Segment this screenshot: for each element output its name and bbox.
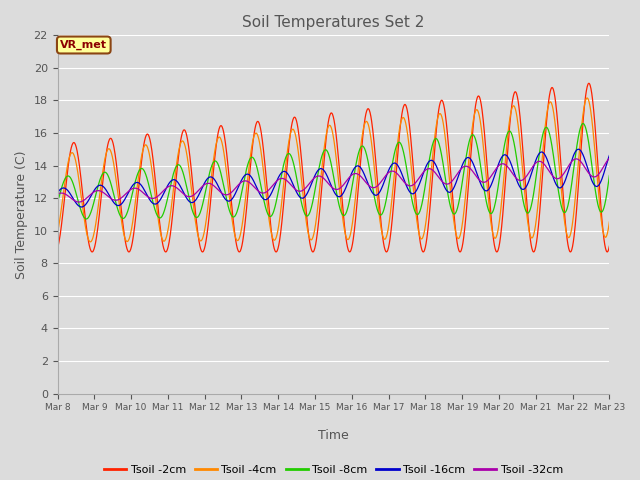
Legend: Tsoil -2cm, Tsoil -4cm, Tsoil -8cm, Tsoil -16cm, Tsoil -32cm: Tsoil -2cm, Tsoil -4cm, Tsoil -8cm, Tsoi… xyxy=(99,460,568,479)
Tsoil -4cm xyxy=(420,233,428,239)
Tsoil -4cm xyxy=(605,219,613,225)
Tsoil -4cm xyxy=(492,235,499,241)
Tsoil -16cm xyxy=(77,204,85,210)
Tsoil -8cm xyxy=(492,199,499,205)
Tsoil -16cm xyxy=(605,153,613,158)
Tsoil -2cm xyxy=(236,249,243,255)
Tsoil -8cm xyxy=(83,216,90,222)
Line: Tsoil -16cm: Tsoil -16cm xyxy=(58,149,609,207)
Tsoil -2cm xyxy=(605,243,613,249)
Line: Tsoil -32cm: Tsoil -32cm xyxy=(58,158,609,202)
Line: Tsoil -4cm: Tsoil -4cm xyxy=(58,98,609,242)
Tsoil -2cm xyxy=(540,148,548,154)
Tsoil -32cm xyxy=(54,191,61,197)
Tsoil -2cm xyxy=(163,248,171,254)
Tsoil -16cm xyxy=(163,183,171,189)
Text: VR_met: VR_met xyxy=(60,40,108,50)
Tsoil -2cm xyxy=(492,247,499,252)
Tsoil -2cm xyxy=(420,249,428,255)
Tsoil -16cm xyxy=(177,184,184,190)
Tsoil -32cm xyxy=(605,156,613,161)
Tsoil -8cm xyxy=(420,194,428,200)
Line: Tsoil -8cm: Tsoil -8cm xyxy=(58,123,609,219)
Tsoil -16cm xyxy=(54,190,61,195)
Tsoil -8cm xyxy=(605,173,613,179)
Tsoil -8cm xyxy=(177,164,184,169)
Tsoil -2cm xyxy=(177,140,184,146)
Tsoil -8cm xyxy=(54,200,61,205)
Title: Soil Temperatures Set 2: Soil Temperatures Set 2 xyxy=(243,15,424,30)
Tsoil -32cm xyxy=(540,161,548,167)
Tsoil -8cm xyxy=(163,197,171,203)
Tsoil -4cm xyxy=(583,95,591,101)
X-axis label: Time: Time xyxy=(318,429,349,442)
Tsoil -4cm xyxy=(163,231,171,237)
Tsoil -32cm xyxy=(163,184,171,190)
Tsoil -8cm xyxy=(540,127,548,133)
Tsoil -2cm xyxy=(585,81,593,86)
Tsoil -4cm xyxy=(177,141,184,146)
Y-axis label: Soil Temperature (C): Soil Temperature (C) xyxy=(15,150,28,279)
Tsoil -4cm xyxy=(86,239,94,245)
Tsoil -32cm xyxy=(239,179,246,184)
Tsoil -16cm xyxy=(239,176,246,181)
Tsoil -4cm xyxy=(540,133,548,139)
Tsoil -4cm xyxy=(54,230,61,236)
Tsoil -4cm xyxy=(239,221,246,227)
Tsoil -16cm xyxy=(575,146,582,152)
Tsoil -8cm xyxy=(239,186,246,192)
Tsoil -16cm xyxy=(540,151,548,156)
Tsoil -32cm xyxy=(420,169,428,175)
Line: Tsoil -2cm: Tsoil -2cm xyxy=(58,84,609,252)
Tsoil -32cm xyxy=(177,189,184,194)
Tsoil -32cm xyxy=(75,199,83,205)
Tsoil -2cm xyxy=(54,245,61,251)
Tsoil -16cm xyxy=(420,170,428,176)
Tsoil -8cm xyxy=(579,120,587,126)
Tsoil -16cm xyxy=(492,170,499,176)
Tsoil -2cm xyxy=(239,240,246,246)
Tsoil -32cm xyxy=(492,167,499,172)
